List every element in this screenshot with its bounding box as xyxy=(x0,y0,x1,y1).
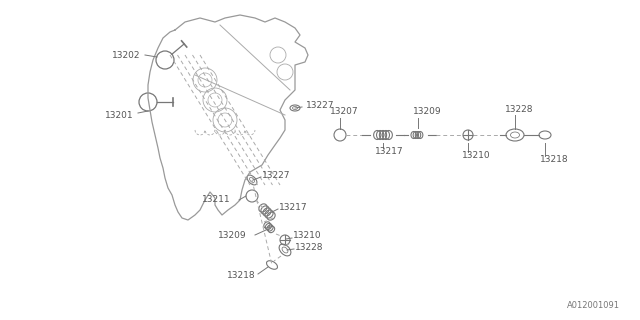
Text: 13218: 13218 xyxy=(540,156,568,164)
Text: 13228: 13228 xyxy=(505,106,534,115)
Text: 13209: 13209 xyxy=(218,231,246,241)
Text: A012001091: A012001091 xyxy=(567,301,620,310)
Text: 13202: 13202 xyxy=(112,51,141,60)
Text: 13227: 13227 xyxy=(262,171,291,180)
Text: 13210: 13210 xyxy=(462,150,491,159)
Text: 13211: 13211 xyxy=(202,196,230,204)
Text: 13217: 13217 xyxy=(375,148,404,156)
Text: 13207: 13207 xyxy=(330,108,358,116)
Text: 13201: 13201 xyxy=(105,110,134,119)
Text: 13218: 13218 xyxy=(227,270,255,279)
Text: 13227: 13227 xyxy=(306,100,335,109)
Text: 13209: 13209 xyxy=(413,108,442,116)
Text: 13228: 13228 xyxy=(295,244,323,252)
Text: 13217: 13217 xyxy=(279,204,308,212)
Text: 13210: 13210 xyxy=(293,231,322,241)
